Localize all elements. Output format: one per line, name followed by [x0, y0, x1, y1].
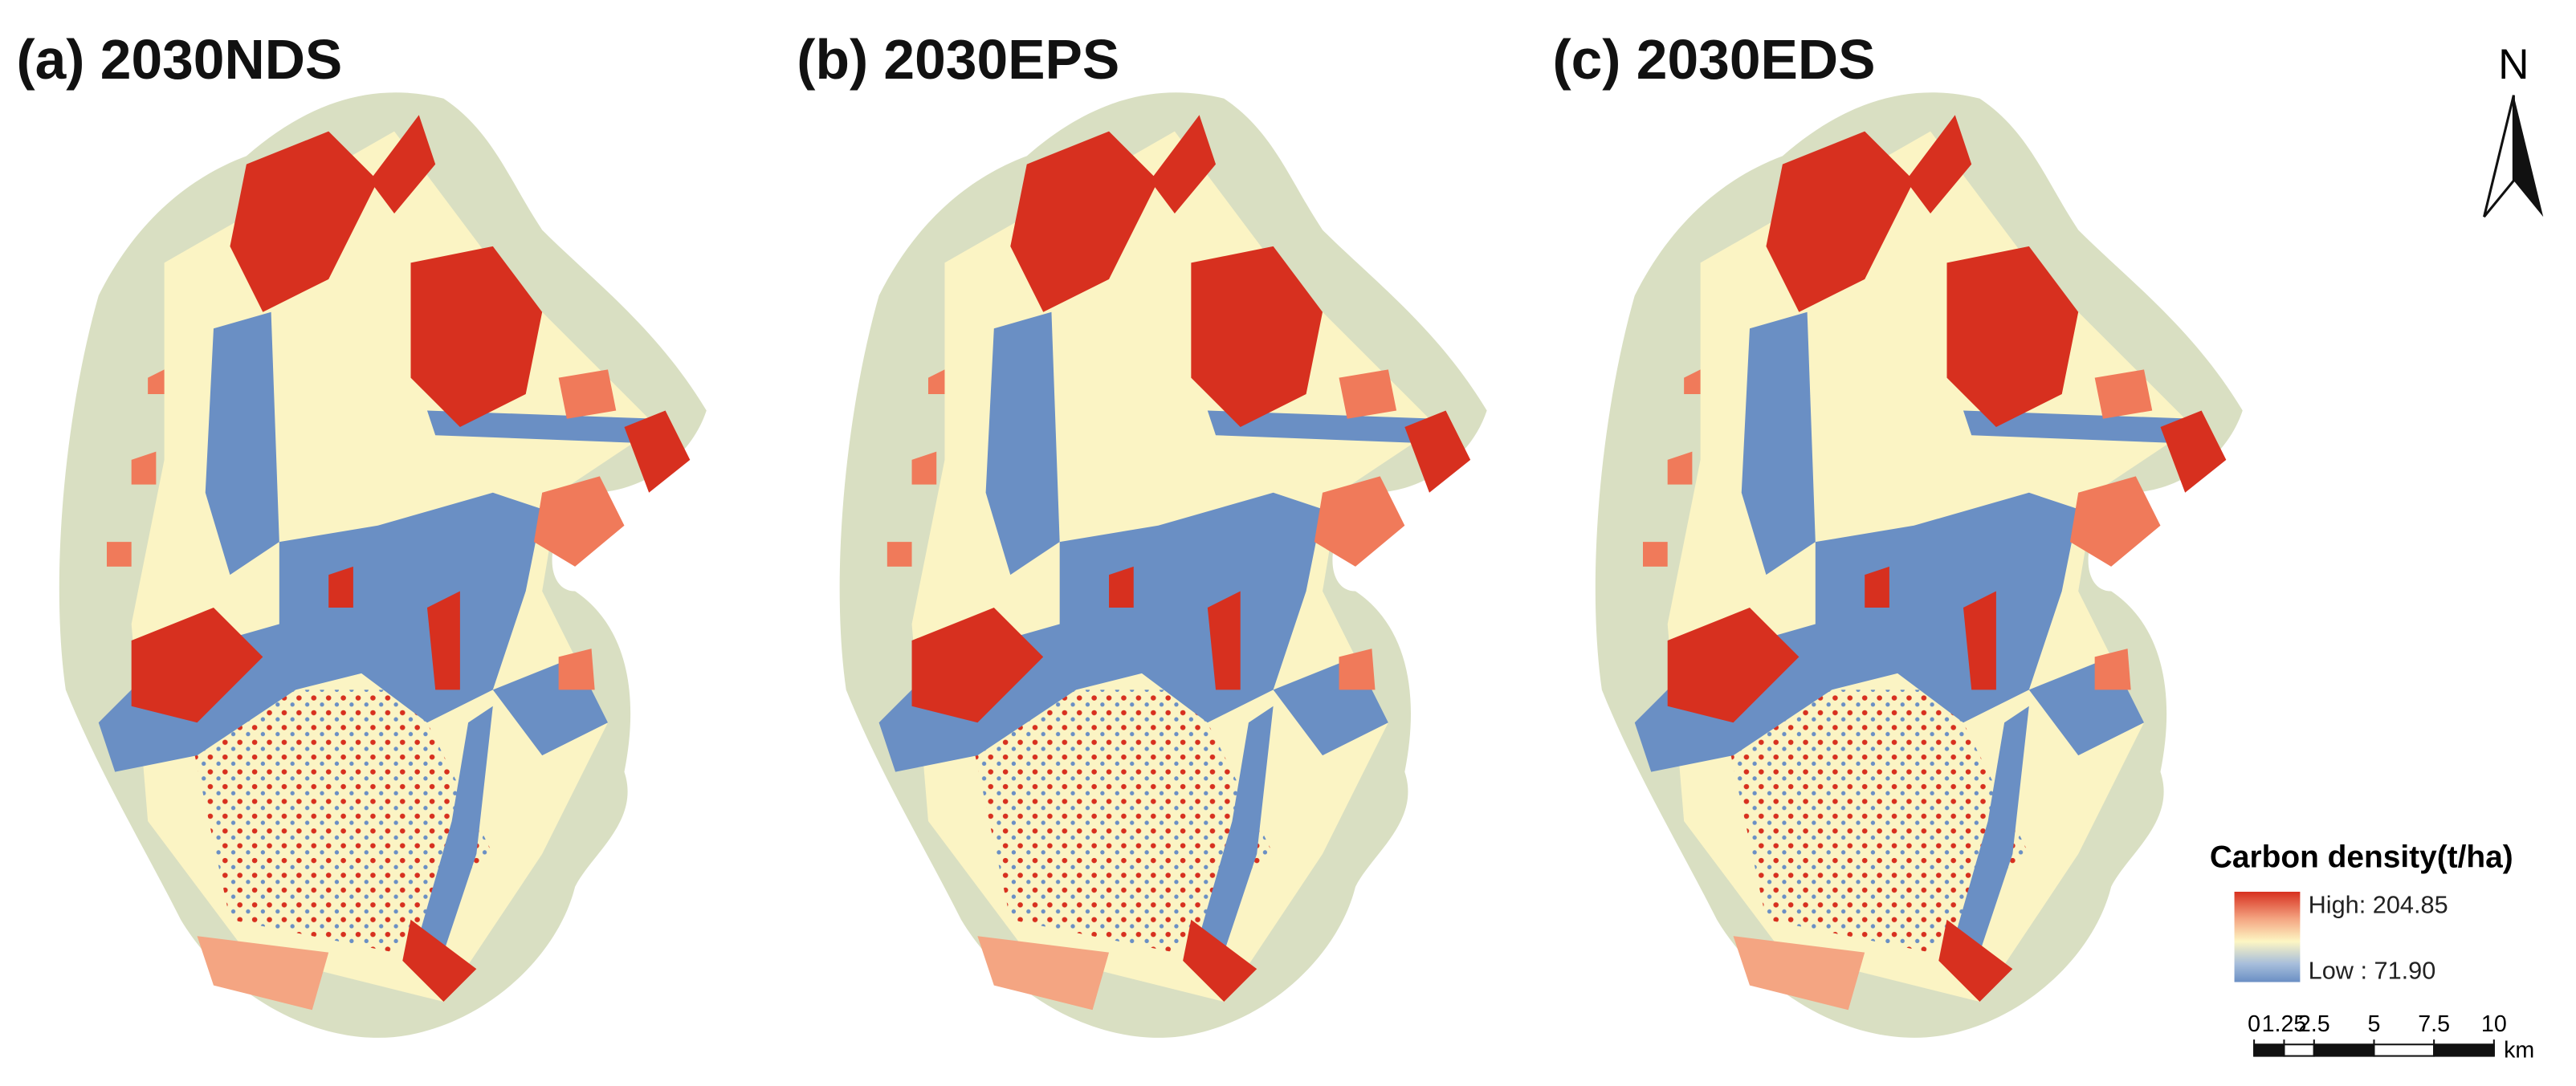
arrow-right [2513, 95, 2544, 218]
scale-label: 10 [2481, 1011, 2507, 1037]
map [59, 92, 707, 1038]
figure-body: (a) 2030NDS (b) 2030EPS (c) 2030EDS N Ca… [16, 28, 2544, 1064]
color-ramp [2234, 891, 2301, 982]
legend-low: Low : 71.90 [2309, 956, 2436, 984]
scale-label: 1.25 [2262, 1011, 2307, 1037]
panel-title: (b) 2030EPS [797, 28, 1119, 91]
panel-title: (c) 2030EDS [1552, 28, 1875, 91]
legend-high: High: 204.85 [2309, 891, 2448, 919]
scale-label: 0 [2248, 1011, 2260, 1037]
panel: (c) 2030EDS [1552, 28, 2243, 1038]
panel-title: (a) 2030NDS [16, 28, 342, 91]
scale-segment [2253, 1043, 2285, 1057]
scale-segment [2283, 1043, 2315, 1057]
panel: (b) 2030EPS [797, 28, 1487, 1038]
scale-segment [2373, 1043, 2435, 1057]
scale-unit: km [2504, 1038, 2534, 1064]
map [839, 92, 1487, 1038]
north-arrow: N [2483, 41, 2544, 218]
scale-label: 7.5 [2418, 1011, 2450, 1037]
scale-segment [2433, 1043, 2495, 1057]
map [1595, 92, 2243, 1038]
panel: (a) 2030NDS [16, 28, 707, 1038]
legend: Carbon density(t/ha) High: 204.85 Low : … [2210, 840, 2513, 984]
scale-segment [2313, 1043, 2375, 1057]
scale-label: 2.5 [2298, 1011, 2330, 1037]
legend-title: Carbon density(t/ha) [2210, 840, 2513, 874]
arrow-left [2483, 95, 2515, 218]
scale-label: 5 [2368, 1011, 2381, 1037]
north-label: N [2498, 41, 2529, 88]
